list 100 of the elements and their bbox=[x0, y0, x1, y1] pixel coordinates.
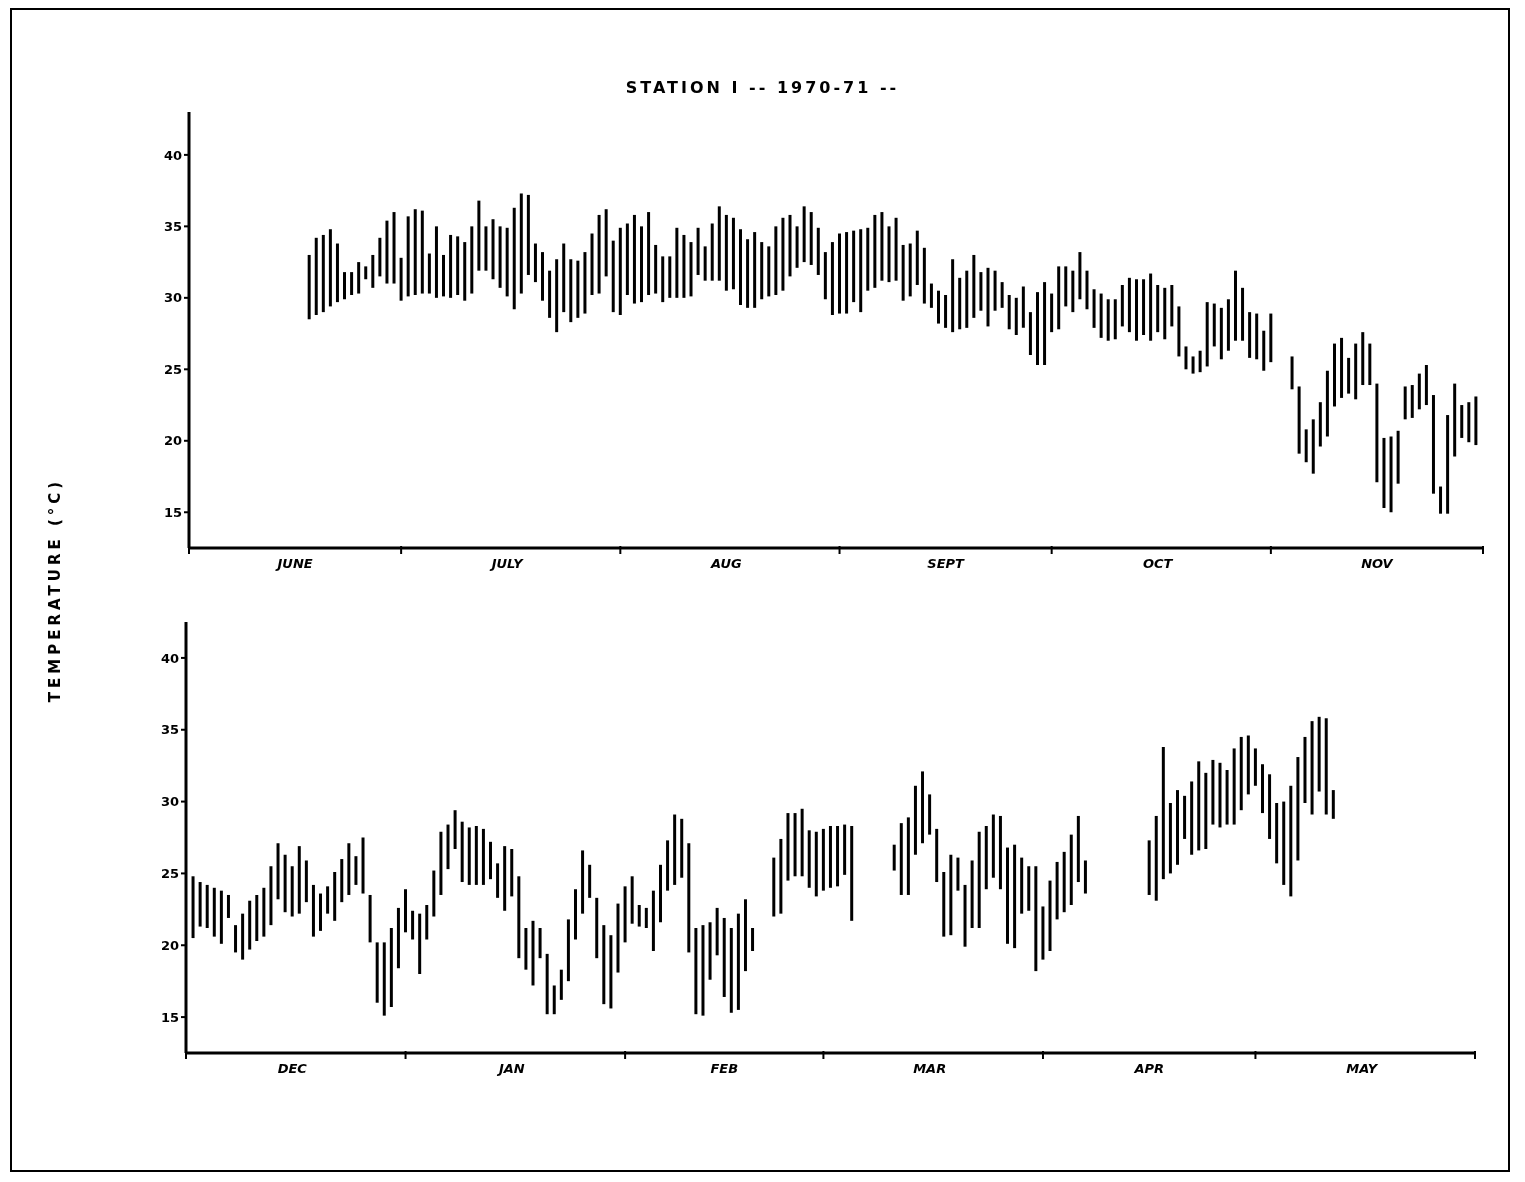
bar bbox=[1168, 803, 1172, 874]
bar bbox=[552, 985, 556, 1015]
bar bbox=[1324, 718, 1328, 815]
bar bbox=[821, 828, 825, 891]
bar bbox=[498, 226, 502, 288]
bar bbox=[290, 866, 294, 917]
bar bbox=[658, 864, 662, 923]
bar bbox=[828, 826, 832, 888]
bar bbox=[418, 913, 422, 974]
bar bbox=[566, 919, 570, 982]
bar bbox=[1013, 844, 1017, 949]
bar bbox=[984, 826, 988, 890]
bar bbox=[906, 817, 910, 895]
bar bbox=[241, 913, 245, 960]
y-tick-label: 40 bbox=[163, 147, 182, 163]
bar bbox=[1198, 350, 1202, 373]
bar bbox=[389, 928, 393, 1008]
bar bbox=[427, 253, 431, 294]
bar bbox=[1340, 337, 1344, 398]
chart-title: STATION I -- 1970-71 -- bbox=[624, 78, 901, 97]
bar bbox=[929, 283, 933, 308]
bar bbox=[611, 240, 615, 313]
y-tick-label: 15 bbox=[160, 1009, 179, 1025]
bar bbox=[774, 226, 778, 295]
bar bbox=[576, 260, 580, 318]
bar bbox=[1239, 736, 1243, 811]
bar bbox=[935, 828, 939, 883]
x-tick-label: JULY bbox=[488, 556, 525, 571]
bar bbox=[1417, 373, 1421, 410]
bar bbox=[1048, 880, 1052, 951]
bar bbox=[1035, 292, 1039, 366]
bar bbox=[1176, 790, 1179, 865]
bar bbox=[1268, 774, 1272, 839]
bar bbox=[573, 889, 577, 940]
bar bbox=[439, 831, 443, 895]
bar bbox=[1296, 757, 1300, 861]
bar bbox=[1147, 840, 1151, 895]
bar bbox=[385, 220, 389, 284]
bar bbox=[496, 863, 500, 898]
bar bbox=[1467, 402, 1471, 443]
bar bbox=[1255, 313, 1259, 360]
bar bbox=[503, 846, 507, 911]
bar bbox=[1431, 395, 1435, 494]
bar bbox=[807, 830, 811, 888]
bar bbox=[533, 243, 537, 283]
bar bbox=[1041, 906, 1045, 960]
bar bbox=[1076, 815, 1080, 883]
bar bbox=[297, 846, 301, 914]
bar bbox=[474, 826, 478, 885]
bar bbox=[1347, 357, 1351, 394]
bar bbox=[375, 942, 379, 1003]
y-tick-label: 35 bbox=[163, 218, 182, 234]
bar bbox=[1474, 396, 1478, 446]
bar bbox=[1218, 762, 1222, 828]
bar bbox=[1248, 312, 1252, 358]
bar bbox=[922, 247, 926, 304]
bar bbox=[328, 229, 332, 307]
bar bbox=[942, 871, 946, 937]
bar bbox=[234, 925, 238, 953]
bar bbox=[1069, 834, 1073, 906]
bar bbox=[512, 207, 516, 310]
bar bbox=[1064, 266, 1068, 307]
bar bbox=[956, 857, 960, 891]
bar bbox=[434, 226, 438, 298]
bar bbox=[767, 246, 771, 297]
bar bbox=[673, 814, 677, 885]
y-tick-label: 15 bbox=[163, 504, 182, 520]
bar bbox=[836, 826, 840, 887]
bar bbox=[1225, 769, 1229, 825]
bar bbox=[1354, 343, 1358, 400]
x-tick-label: MAY bbox=[1346, 1061, 1379, 1076]
bar bbox=[1083, 860, 1087, 894]
bar bbox=[198, 882, 202, 927]
bar bbox=[682, 234, 686, 298]
bar bbox=[1020, 857, 1024, 914]
x-tick-label: AUG bbox=[710, 556, 743, 571]
bar bbox=[382, 942, 386, 1016]
bar bbox=[1282, 801, 1286, 885]
bar bbox=[1219, 307, 1223, 360]
bar bbox=[1211, 759, 1215, 825]
bar bbox=[368, 894, 372, 943]
bar bbox=[951, 259, 955, 333]
bar bbox=[456, 236, 460, 295]
bar bbox=[425, 905, 429, 940]
bar bbox=[314, 237, 318, 315]
bar bbox=[795, 226, 799, 268]
bar bbox=[637, 905, 641, 927]
y-tick-label: 30 bbox=[163, 290, 182, 306]
bar bbox=[845, 232, 849, 314]
bar bbox=[595, 897, 599, 959]
bar bbox=[1177, 306, 1181, 357]
bar bbox=[915, 230, 919, 285]
bar bbox=[793, 813, 797, 877]
bar bbox=[364, 266, 368, 280]
bar bbox=[666, 840, 670, 891]
bar bbox=[343, 272, 347, 300]
bar bbox=[843, 824, 847, 875]
bar bbox=[977, 831, 981, 929]
bar bbox=[1253, 748, 1257, 786]
bar bbox=[517, 876, 521, 959]
